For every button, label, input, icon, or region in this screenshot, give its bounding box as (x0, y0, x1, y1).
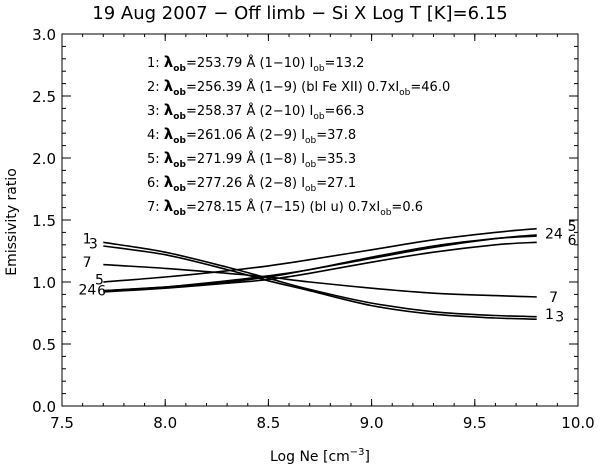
curve-end-label: 1 (83, 232, 92, 248)
curve-end-label: 1 (545, 307, 554, 323)
curve-end-label: 6 (97, 284, 106, 300)
curve-series-3 (103, 245, 537, 320)
curve-series-6 (103, 241, 537, 293)
legend-entry: 3: λob=258.37 Å (2−10) Iob=66.3 (147, 101, 364, 122)
y-tick-label: 1.5 (32, 212, 56, 230)
axis-ticks: 7.5 8.0 8.5 9.0 9.5 10.0 0.0 0.5 1.0 1.5 2.0 2.5 3.0 (32, 26, 595, 432)
curve-end-label: 7 (83, 255, 92, 271)
x-tick-label: 8.5 (256, 414, 280, 432)
legend-entry: 6: λob=277.26 Å (2−8) Iob=27.1 (147, 173, 356, 194)
legend-entry: 4: λob=261.06 Å (2−9) Iob=37.8 (147, 125, 356, 146)
y-tick-label: 0.5 (32, 336, 56, 354)
legend-entry: 5: λob=271.99 Å (1−8) Iob=35.3 (147, 149, 356, 170)
curve-end-label: 24 (545, 227, 563, 243)
y-tick-label: 2.0 (32, 150, 56, 168)
curve-series-7 (103, 263, 537, 298)
chart-title: 19 Aug 2007 − Off limb − Si X Log T [K]=… (92, 3, 507, 24)
curve-end-label: 5 (568, 219, 577, 235)
x-tick-label: 9.5 (463, 414, 487, 432)
y-tick-label: 1.0 (32, 274, 56, 292)
curve-end-label: 3 (89, 237, 98, 253)
curve-series-4 (103, 235, 537, 292)
curve-end-label: 5 (95, 273, 104, 289)
legend-entry: 7: λob=278.15 Å (7−15) (bl u) 0.7xIob=0.… (147, 197, 423, 218)
x-axis-label: Log Ne [cm−3] (270, 447, 370, 464)
curve-end-label: 6 (568, 233, 577, 249)
legend-entry: 2: λob=256.39 Å (1−9) (bl Fe XII) 0.7xIo… (147, 77, 450, 98)
x-tick-label: 8.0 (153, 414, 177, 432)
x-tick-label: 7.5 (50, 414, 74, 432)
curve-end-label: 24 (79, 282, 97, 298)
x-tick-label: 9.0 (360, 414, 384, 432)
legend-entry: 1: λob=253.79 Å (1−10) Iob=13.2 (147, 53, 364, 74)
y-axis-label: Emissivity ratio (4, 168, 20, 276)
y-tick-label: 0.0 (32, 398, 56, 416)
curve-end-label: 3 (555, 310, 564, 326)
y-tick-label: 2.5 (32, 88, 56, 106)
curve-end-label: 7 (549, 290, 558, 306)
curve-series-1 (103, 241, 537, 318)
curves (103, 227, 537, 320)
y-tick-label: 3.0 (32, 26, 56, 44)
legend: 1: λob=253.79 Å (1−10) Iob=13.2 2: λob=25… (147, 53, 450, 218)
curve-series-5 (103, 227, 537, 283)
x-tick-label: 10.0 (561, 414, 594, 432)
